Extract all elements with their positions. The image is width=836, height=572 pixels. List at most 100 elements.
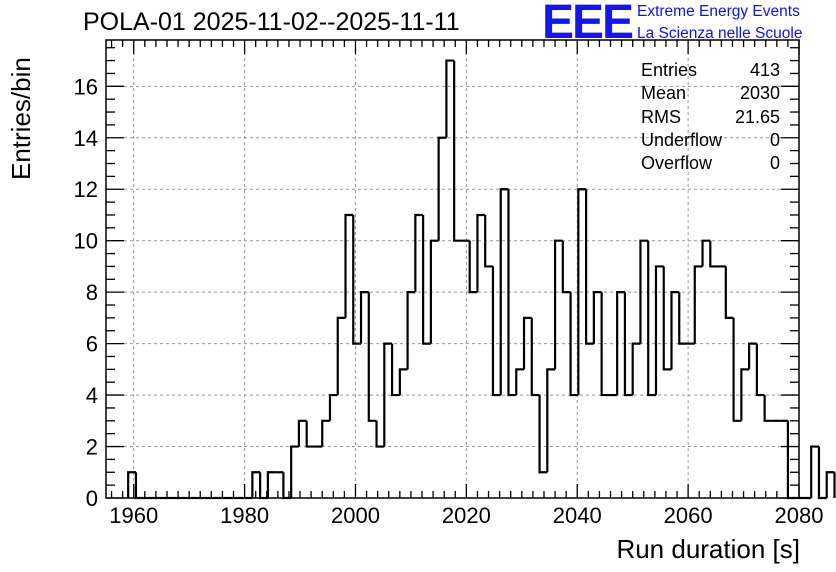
histogram-bin	[561, 240, 571, 294]
histogram-bin	[251, 471, 261, 498]
histogram-bin	[266, 471, 276, 498]
histogram-bin	[546, 368, 556, 473]
histogram-bin	[701, 239, 711, 267]
histogram-bin	[817, 446, 827, 500]
stat-value: 0	[769, 153, 780, 174]
histogram-bin	[810, 445, 819, 498]
histogram-bin	[538, 395, 548, 474]
y-tick-label: 6	[86, 332, 98, 357]
histogram-bin	[592, 291, 602, 344]
stat-row: Mean 2030	[641, 83, 780, 106]
stat-label: Underflow	[641, 129, 723, 150]
histogram-bin	[631, 342, 641, 396]
x-tick-label: 2060	[664, 503, 713, 528]
histogram-bin	[670, 291, 680, 370]
histogram-bin	[437, 136, 447, 241]
histogram-bin	[383, 342, 393, 447]
y-tick-label: 12	[74, 177, 98, 202]
histogram-bin	[654, 265, 664, 396]
y-tick-label: 14	[74, 126, 98, 151]
stat-label: Mean	[641, 83, 687, 104]
histogram-bin	[724, 266, 734, 319]
histogram-bin	[134, 472, 144, 500]
stat-value: 21.65	[734, 106, 780, 127]
x-tick-label: 2020	[442, 503, 491, 528]
histogram-bin	[328, 393, 338, 421]
stat-value: 2030	[739, 83, 780, 104]
histogram-bin	[390, 343, 400, 397]
histogram-bin	[406, 291, 416, 370]
stat-value: 413	[749, 60, 780, 80]
eee-logo: EEE	[542, 0, 634, 49]
y-axis-ticks: 0 2 4 6 8 10 12 14 16	[74, 47, 799, 511]
histogram-bin	[616, 291, 625, 396]
histogram-bin	[344, 213, 354, 318]
y-tick-label: 10	[74, 229, 98, 254]
histogram-bin	[530, 317, 540, 397]
histogram-bin	[468, 240, 478, 294]
histogram-bin	[422, 214, 431, 345]
x-tick-label: 2000	[331, 503, 380, 528]
histogram-bin	[321, 419, 330, 447]
histogram-bin	[748, 342, 757, 370]
org-name-line1: Extreme Energy Events	[637, 3, 800, 20]
histogram-bin	[484, 214, 493, 268]
stat-row: Overflow 0	[641, 153, 780, 176]
histogram-bin	[398, 368, 408, 396]
histogram-bin	[507, 189, 517, 397]
histogram-bin	[623, 292, 633, 397]
stat-label: Overflow	[641, 153, 713, 174]
histogram-bin	[445, 59, 455, 138]
stat-value: 0	[769, 129, 780, 150]
y-tick-label: 4	[86, 383, 98, 408]
x-tick-label: 2040	[553, 503, 602, 528]
x-tick-label: 1960	[109, 503, 158, 528]
y-axis-title: Entries/bin	[6, 57, 36, 180]
x-axis-ticks: 1960 1980 2000 2020 2040 2060 2080	[109, 40, 823, 528]
histogram-bin	[709, 240, 719, 268]
histogram-bin	[359, 291, 369, 344]
histogram-bin	[825, 471, 835, 498]
histogram-bin	[453, 60, 462, 242]
histogram-bin	[740, 368, 750, 421]
histogram-bin	[375, 420, 385, 448]
histogram-bin	[297, 419, 307, 447]
histogram-bin	[662, 266, 672, 371]
stat-label: RMS	[641, 106, 681, 127]
histogram-bin	[600, 292, 610, 397]
histogram-bin	[577, 188, 587, 396]
histogram-bin	[367, 292, 377, 422]
stat-row: Entries 413	[641, 60, 780, 83]
histogram-bin	[693, 265, 703, 344]
histogram-bin	[553, 239, 563, 370]
histogram-bin	[336, 316, 346, 396]
histogram-bin	[305, 420, 315, 448]
histogram-bin	[290, 445, 299, 498]
histogram-bin	[755, 343, 765, 397]
histogram-bin	[127, 471, 136, 498]
stat-row: Underflow 0	[641, 130, 780, 153]
histogram-bin	[522, 316, 532, 370]
plot-frame	[105, 39, 800, 499]
histogram-bin	[352, 214, 362, 345]
x-tick-label: 2080	[775, 503, 824, 528]
histogram-bin	[282, 472, 292, 500]
histogram-bin	[678, 292, 688, 345]
histogram-bin	[569, 292, 579, 397]
stats-box: Entries 413 Mean 2030 RMS 21.65 Underflow 0 Over…	[641, 60, 780, 176]
histogram-bin	[732, 317, 742, 422]
histogram-bin	[476, 213, 486, 293]
histogram-bin	[491, 266, 501, 397]
y-tick-label: 16	[74, 74, 98, 99]
x-tick-label: 1980	[220, 503, 269, 528]
histogram-bin	[429, 239, 439, 344]
y-tick-label: 0	[86, 486, 98, 511]
histogram-bin	[647, 240, 656, 397]
histogram-bin	[515, 368, 525, 396]
histogram-bin	[639, 239, 649, 344]
histogram-bin	[763, 395, 773, 422]
y-tick-label: 2	[86, 435, 98, 460]
chart-title: POLA-01 2025-11-02--2025-11-11	[83, 8, 460, 36]
histogram-bin	[414, 213, 424, 293]
y-tick-label: 8	[86, 280, 98, 305]
